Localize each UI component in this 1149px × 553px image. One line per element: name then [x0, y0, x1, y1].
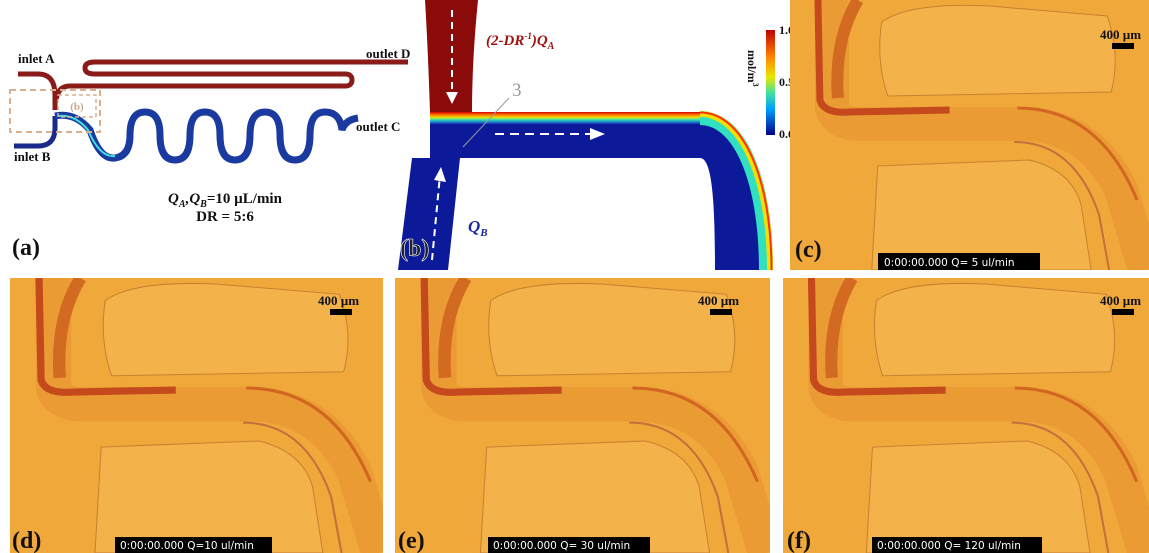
micrograph: 400 µm 0:00:00.000 Q=10 ul/min (d) — [10, 278, 383, 553]
scale-label: 400 µm — [1100, 293, 1141, 308]
micrograph: 400 µm 0:00:00.000 Q= 30 ul/min (e) — [395, 278, 770, 553]
inset-label: (b) — [70, 101, 84, 113]
panel-label: (b) — [400, 236, 429, 262]
symbol: Q — [468, 217, 480, 236]
figure: (b) inlet A inlet B outlet D outlet C QA… — [0, 0, 1149, 553]
scale-label: 400 µm — [1100, 27, 1141, 42]
unit: mol/m — [745, 50, 759, 83]
panel-label: (e) — [398, 528, 425, 553]
caption: 0:00:00.000 Q= 120 ul/min — [877, 540, 1021, 552]
caption: 0:00:00.000 Q= 5 ul/min — [884, 257, 1015, 269]
flow-a: (2-DR-1)QA — [486, 31, 555, 52]
colorbar-unit: mol/m3 — [745, 50, 760, 87]
scale-label: 400 µm — [698, 293, 739, 308]
panel-label: (a) — [12, 235, 40, 261]
value: =10 µL/min — [207, 191, 283, 207]
caption: 0:00:00.000 Q= 30 ul/min — [493, 540, 630, 552]
panel-label: (c) — [795, 237, 822, 263]
inlet-b: inlet B — [14, 149, 51, 164]
flow-rate: QA,QB=10 µL/min — [168, 191, 283, 210]
symbol: (2-DR — [486, 33, 524, 49]
ratio: DR = 5:6 — [196, 209, 254, 225]
outlet-d: outlet D — [366, 46, 410, 61]
panel-a: (b) inlet A inlet B outlet D outlet C QA… — [10, 46, 410, 261]
caption: 0:00:00.000 Q=10 ul/min — [120, 540, 254, 552]
subscript: B — [479, 227, 487, 239]
superscript: 3 — [751, 83, 760, 87]
probe-label: 3 — [512, 80, 522, 101]
micrograph: 400 µm 0:00:00.000 Q= 120 ul/min (f) — [783, 278, 1149, 553]
outlet-c: outlet C — [356, 119, 400, 134]
panel-label: (d) — [12, 528, 41, 553]
subscript: A — [547, 41, 555, 52]
scale-label: 400 µm — [318, 293, 359, 308]
panel-label: (f) — [787, 528, 811, 553]
colorbar: 1.0 0.5 0.0 mol/m3 — [745, 23, 794, 141]
flow-b: QB — [468, 217, 488, 239]
panel-b: 3 (2-DR-1)QA QB (b) — [398, 0, 772, 270]
symbol: )Q — [530, 33, 548, 49]
micrograph: 400 µm 0:00:00.000 Q= 5 ul/min (c) — [790, 0, 1149, 270]
superscript: -1 — [524, 31, 532, 41]
symbol: Q — [168, 191, 179, 207]
symbol: ,Q — [185, 191, 201, 207]
inlet-a: inlet A — [18, 51, 55, 66]
